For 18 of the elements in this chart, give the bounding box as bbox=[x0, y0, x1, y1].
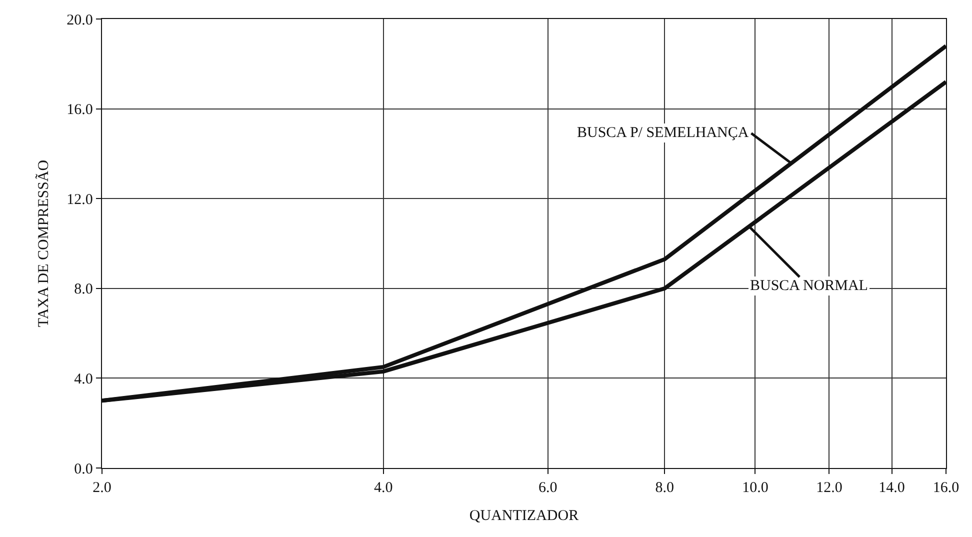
x-tick-label: 16.0 bbox=[932, 480, 960, 496]
y-tick-label: 8.0 bbox=[74, 282, 93, 298]
x-tick-label: 10.0 bbox=[742, 480, 768, 496]
x-tick-label: 8.0 bbox=[655, 480, 674, 496]
x-tick-label: 14.0 bbox=[878, 480, 905, 496]
x-tick-label: 12.0 bbox=[816, 480, 842, 496]
y-axis-title: TAXA DE COMPRESSÃO bbox=[34, 160, 52, 328]
x-tick-label: 4.0 bbox=[374, 480, 393, 496]
y-tick-label: 16.0 bbox=[66, 102, 93, 118]
x-axis-title: QUANTIZADOR bbox=[469, 508, 579, 524]
text: BUSCA P/ SEMELHANÇA bbox=[577, 125, 749, 141]
y-tick-label: 12.0 bbox=[66, 192, 93, 208]
x-tick-label: 6.0 bbox=[538, 480, 558, 496]
y-tick-label: 20.0 bbox=[66, 12, 93, 28]
y-tick-label: 0.0 bbox=[74, 461, 93, 478]
y-tick-label: 4.0 bbox=[74, 371, 93, 388]
text: BUSCA NORMAL bbox=[750, 278, 868, 294]
x-tick-label: 2.0 bbox=[92, 480, 112, 496]
